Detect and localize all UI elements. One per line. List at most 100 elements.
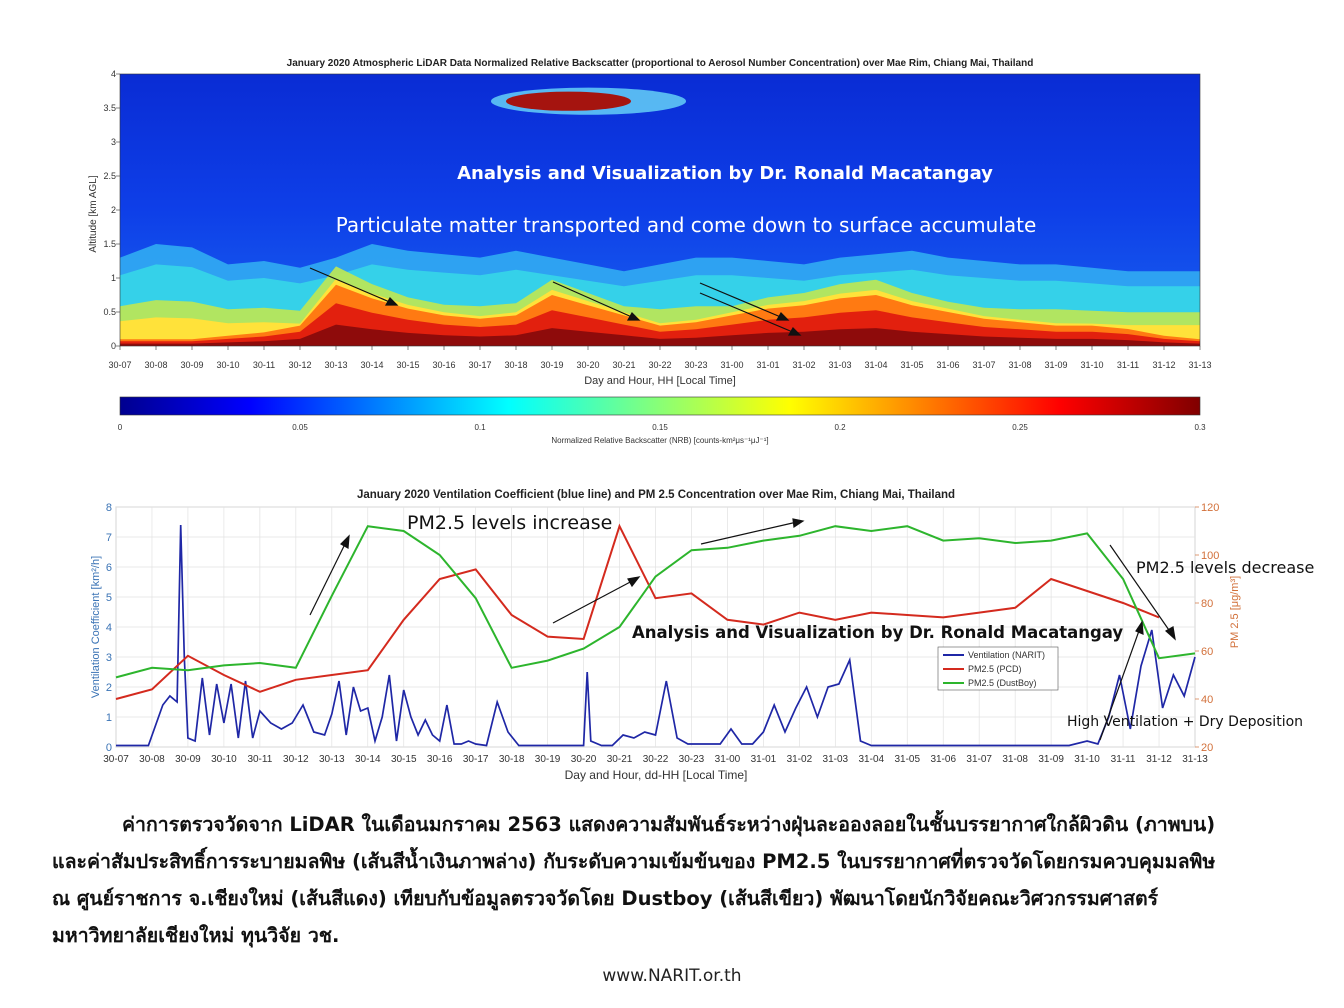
vent-arrows bbox=[309, 518, 1176, 741]
vent-y-tick-label-left: 2 bbox=[106, 682, 112, 694]
vent-y-tick-label-right: 40 bbox=[1201, 694, 1213, 706]
vent-x-tick-label: 30-07 bbox=[103, 754, 129, 765]
vent-x-tick-label: 30-18 bbox=[499, 754, 525, 765]
lidar-x-tick-label: 31-08 bbox=[1008, 360, 1031, 370]
vent-chart: 30-07 30-08 30-09 30-10 30-11 30-12 30-13 30-14… bbox=[90, 502, 1314, 782]
lidar-x-tick-label: 30-13 bbox=[324, 360, 347, 370]
lidar-x-tick-label: 30-21 bbox=[612, 360, 635, 370]
colorbar-tick-label: 0.05 bbox=[292, 423, 308, 432]
vent-legend: Ventilation (NARIT) PM2.5 (PCD) PM2.5 (Dus… bbox=[937, 646, 1059, 691]
vent-y-axis-label-right: PM 2.5 [μg/m³] bbox=[1229, 576, 1241, 648]
lidar-arrows bbox=[309, 267, 802, 336]
lidar-transport-annotation: Particulate matter transported and come … bbox=[336, 213, 1037, 237]
lidar-y-tick-label: 2.5 bbox=[103, 171, 116, 181]
series-line-pm2-5-dustboy- bbox=[115, 525, 1196, 679]
vent-increase-annotation: PM2.5 levels increase bbox=[407, 512, 612, 534]
footer-url: www.NARIT.or.th bbox=[602, 966, 742, 986]
lidar-x-tick-label: 31-06 bbox=[936, 360, 959, 370]
colorbar-tick-label: 0.25 bbox=[1012, 423, 1028, 432]
lidar-x-tick-label: 30-16 bbox=[432, 360, 455, 370]
vent-y-tick-label-left: 3 bbox=[106, 652, 112, 664]
colorbar-label: Normalized Relative Backscatter (NRB) [c… bbox=[551, 436, 768, 445]
lidar-x-tick-label: 30-20 bbox=[576, 360, 599, 370]
caption: ค่าการตรวจวัดจาก LiDAR ในเดือนมกราคม 256… bbox=[52, 806, 1302, 954]
vent-y-tick-label-right: 80 bbox=[1201, 598, 1213, 610]
lidar-x-tick-label: 31-12 bbox=[1152, 360, 1175, 370]
vent-grid bbox=[115, 506, 1196, 748]
vent-x-tick-label: 31-12 bbox=[1146, 754, 1172, 765]
vent-x-tick-label: 30-21 bbox=[607, 754, 633, 765]
vent-y-axis-label-left: Ventilation Coefficient [km²/h] bbox=[90, 556, 102, 698]
colorbar bbox=[119, 396, 1201, 416]
lidar-x-tick-label: 31-00 bbox=[720, 360, 743, 370]
vent-x-tick-label: 30-15 bbox=[391, 754, 417, 765]
lidar-x-ticks: 30-07 30-08 30-09 30-10 30-11 30-12 30-13 30-14… bbox=[108, 346, 1212, 370]
lidar-x-tick-label: 31-11 bbox=[1117, 360, 1139, 370]
lidar-x-tick-label: 30-18 bbox=[504, 360, 527, 370]
lidar-x-tick-label: 31-05 bbox=[900, 360, 923, 370]
vent-x-tick-label: 30-22 bbox=[643, 754, 669, 765]
vent-x-tick-label: 31-08 bbox=[1002, 754, 1028, 765]
vent-y-tick-label-right: 120 bbox=[1201, 502, 1219, 514]
lidar-x-tick-label: 31-04 bbox=[864, 360, 887, 370]
vent-y-ticks-left: 0 1 2 3 4 5 6 7 8 bbox=[106, 502, 112, 754]
vent-y-tick-label-left: 0 bbox=[106, 742, 112, 754]
vent-x-tick-label: 31-00 bbox=[715, 754, 741, 765]
series-line-ventilation-narit- bbox=[116, 524, 1196, 747]
lidar-x-tick-label: 30-09 bbox=[180, 360, 203, 370]
vent-y-tick-label-left: 6 bbox=[106, 562, 112, 574]
vent-x-tick-label: 31-13 bbox=[1182, 754, 1208, 765]
vent-y-tick-label-left: 1 bbox=[106, 712, 112, 724]
vent-y-tick-label-left: 5 bbox=[106, 592, 112, 604]
lidar-y-tick-label: 1 bbox=[111, 273, 116, 283]
lidar-x-tick-label: 31-10 bbox=[1080, 360, 1103, 370]
lidar-x-tick-label: 30-12 bbox=[288, 360, 311, 370]
vent-chart-title: January 2020 Ventilation Coefficient (bl… bbox=[356, 489, 956, 501]
colorbar-ticks: 0 0.05 0.1 0.15 0.2 0.25 0.3 bbox=[118, 423, 1206, 432]
lidar-y-ticks: 0 0.5 1 1.5 2 2.5 3 3.5 4 bbox=[103, 69, 120, 351]
lidar-x-tick-label: 31-07 bbox=[972, 360, 995, 370]
lidar-credit-annotation: Analysis and Visualization by Dr. Ronald… bbox=[457, 163, 993, 184]
lidar-y-axis-label: Altitude [km AGL] bbox=[88, 175, 99, 252]
colorbar-tick-label: 0.3 bbox=[1194, 423, 1206, 432]
lidar-x-tick-label: 31-03 bbox=[828, 360, 851, 370]
vent-x-tick-label: 31-01 bbox=[751, 754, 777, 765]
vent-y-tick-label-left: 7 bbox=[106, 532, 112, 544]
vent-x-tick-label: 31-05 bbox=[894, 754, 920, 765]
lidar-y-tick-label: 3.5 bbox=[103, 103, 116, 113]
vent-ventilation-annotation: High Ventilation + Dry Deposition bbox=[1067, 714, 1303, 730]
lidar-layer-darkred bbox=[120, 324, 1200, 346]
vent-x-tick-label: 31-07 bbox=[966, 754, 992, 765]
vent-x-tick-label: 30-20 bbox=[571, 754, 597, 765]
vent-x-tick-label: 31-04 bbox=[859, 754, 885, 765]
vent-x-axis-label: Day and Hour, dd-HH [Local Time] bbox=[565, 768, 748, 782]
vent-y-ticks-right: 20 40 60 80 100 120 bbox=[1195, 502, 1219, 754]
vent-x-tick-label: 31-03 bbox=[823, 754, 849, 765]
vent-x-tick-label: 31-06 bbox=[930, 754, 956, 765]
lidar-x-tick-label: 30-08 bbox=[144, 360, 167, 370]
caption-line-2: และค่าสัมประสิทธิ์การระบายมลพิษ (เส้นสีน… bbox=[52, 850, 1216, 873]
vent-x-tick-label: 30-10 bbox=[211, 754, 237, 765]
lidar-x-tick-label: 30-19 bbox=[540, 360, 563, 370]
vent-x-tick-label: 30-09 bbox=[175, 754, 201, 765]
caption-line-1: ค่าการตรวจวัดจาก LiDAR ในเดือนมกราคม 256… bbox=[122, 813, 1216, 836]
vent-y-tick-label-right: 20 bbox=[1201, 742, 1213, 754]
vent-x-tick-label: 30-16 bbox=[427, 754, 453, 765]
caption-line-4: มหาวิทยาลัยเชียงใหม่ ทุนวิจัย วช. bbox=[52, 924, 340, 947]
series-line-pm2-5-pcd- bbox=[115, 523, 1160, 700]
vent-x-tick-label: 31-11 bbox=[1111, 754, 1136, 765]
vent-x-tick-label: 31-02 bbox=[787, 754, 813, 765]
vent-x-tick-label: 31-10 bbox=[1074, 754, 1100, 765]
lidar-y-tick-label: 1.5 bbox=[103, 239, 116, 249]
lidar-x-tick-label: 30-11 bbox=[253, 360, 275, 370]
lidar-x-tick-label: 31-01 bbox=[756, 360, 779, 370]
lidar-chart: 30-07 30-08 30-09 30-10 30-11 30-12 30-13 30-14… bbox=[88, 69, 1212, 445]
vent-x-tick-label: 30-17 bbox=[463, 754, 489, 765]
lidar-x-tick-label: 30-23 bbox=[684, 360, 707, 370]
lidar-y-tick-label: 3 bbox=[111, 137, 116, 147]
caption-line-3: ณ ศูนย์ราชการ จ.เชียงใหม่ (เส้นสีแดง) เท… bbox=[52, 887, 1159, 910]
vent-lines bbox=[115, 523, 1196, 747]
legend-label: Ventilation (NARIT) bbox=[968, 650, 1045, 660]
vent-x-tick-label: 30-08 bbox=[139, 754, 165, 765]
vent-y-tick-label-left: 4 bbox=[106, 622, 112, 634]
